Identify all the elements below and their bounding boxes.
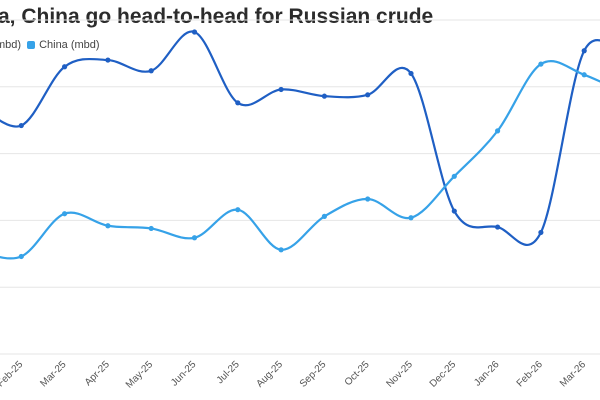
legend-label-china: China (mbd) [39, 39, 100, 51]
x-tick-label: Aug-25 [255, 359, 286, 390]
data-point-china-mbd-jul-25 [235, 207, 241, 213]
x-tick-label: Apr-25 [83, 359, 112, 388]
data-point-mbd-nov-25 [408, 70, 414, 77]
x-tick-label: Jul-25 [215, 359, 242, 386]
data-point-mbd-aug-25 [278, 86, 284, 93]
x-tick-label: Nov-25 [384, 359, 415, 390]
data-point-mbd-mar-26 [581, 48, 587, 54]
data-point-china-mbd-oct-25 [365, 196, 371, 202]
series-lines [0, 30, 600, 260]
data-point-mbd-jun-25 [191, 29, 198, 35]
data-point-mbd-oct-25 [365, 92, 371, 98]
x-tick-label: Dec-25 [428, 359, 459, 390]
data-point-mbd-jul-25 [235, 100, 241, 106]
data-point-mbd-dec-25 [451, 208, 457, 214]
x-tick-label: Jun-25 [169, 359, 199, 389]
data-point-china-mbd-jan-26 [495, 128, 501, 134]
data-point-mbd-feb-25 [18, 122, 24, 129]
data-points [18, 29, 587, 260]
data-point-china-mbd-mar-25 [62, 211, 68, 217]
legend-swatch-china [27, 41, 36, 49]
x-tick-label: Feb-25 [0, 359, 26, 389]
legend-label-russia: mbd) [0, 39, 22, 51]
data-point-china-mbd-may-25 [148, 225, 154, 232]
data-point-china-mbd-aug-25 [278, 247, 284, 253]
series-line-china-mbd [0, 60, 600, 260]
data-point-mbd-feb-26 [538, 229, 544, 236]
data-point-china-mbd-apr-25 [105, 223, 111, 229]
x-tick-label: May-25 [124, 359, 156, 391]
chart-title: a, China go head-to-head for Russian cru… [0, 5, 434, 28]
data-point-china-mbd-sep-25 [321, 213, 327, 219]
x-tick-label: Mar-26 [558, 359, 588, 389]
data-point-china-mbd-nov-25 [408, 215, 414, 221]
data-point-mbd-apr-25 [105, 57, 111, 63]
x-tick-label: Sep-25 [298, 359, 329, 390]
legend-item-china[interactable]: China (mbd) [27, 39, 100, 51]
data-point-china-mbd-jun-25 [191, 235, 198, 241]
data-point-china-mbd-feb-25 [18, 253, 24, 260]
data-point-mbd-jan-26 [495, 224, 501, 230]
data-point-mbd-may-25 [148, 68, 154, 74]
data-point-mbd-mar-25 [62, 64, 68, 70]
x-axis-ticks: Jan-25Feb-25Mar-25Apr-25May-25Jun-25Jul-… [0, 359, 588, 391]
series-line-mbd [0, 30, 600, 246]
x-tick-label: Jan-26 [472, 359, 502, 389]
data-point-china-mbd-dec-25 [451, 173, 457, 179]
data-point-china-mbd-feb-26 [538, 61, 544, 67]
legend-item-russia[interactable]: mbd) [0, 39, 21, 51]
x-tick-label: Feb-26 [515, 359, 545, 389]
x-tick-label: Mar-25 [38, 359, 68, 389]
x-tick-label: Oct-25 [343, 359, 372, 388]
legend: mbd) China (mbd) [0, 39, 106, 51]
data-point-mbd-sep-25 [321, 93, 327, 99]
grid-lines [0, 19, 600, 355]
data-point-china-mbd-mar-26 [581, 72, 587, 78]
